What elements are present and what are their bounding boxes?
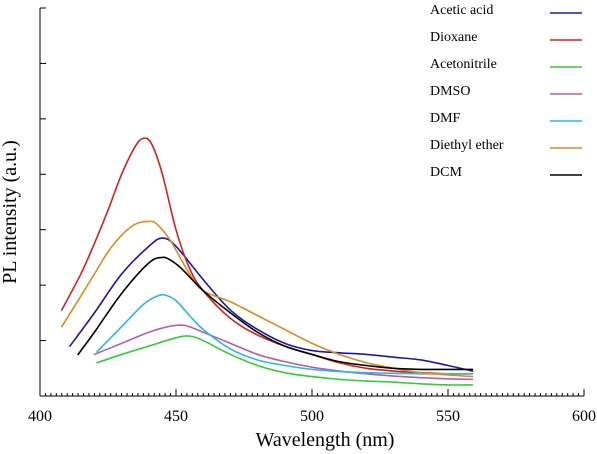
legend-label-dmf: DMF — [430, 111, 461, 126]
legend-label-dcm: DCM — [430, 165, 462, 180]
x-tick-label: 400 — [28, 408, 52, 425]
series-group — [60, 137, 474, 386]
x-axis-ticks: 400 450 500 550 600 — [28, 389, 596, 425]
x-tick-label: 500 — [300, 408, 324, 425]
legend-label-acetonitrile: Acetonitrile — [430, 57, 497, 72]
series-line-dcm — [77, 256, 474, 371]
legend-label-diethyl-ether: Diethyl ether — [430, 138, 504, 153]
x-tick-label: 550 — [436, 408, 460, 425]
x-tick-label: 450 — [164, 408, 188, 425]
legend-label-dmso: DMSO — [430, 84, 470, 99]
legend-label-dioxane: Dioxane — [430, 30, 477, 45]
legend: Acetic acid Dioxane Acetonitrile DMSO DMF Die… — [430, 3, 582, 180]
series-line-acetonitrile — [96, 335, 474, 386]
y-axis-title: PL intensity (a.u.) — [0, 140, 21, 284]
legend-label-acetic-acid: Acetic acid — [430, 3, 493, 18]
series-line-dmso — [93, 324, 474, 381]
series-line-dmf — [96, 293, 474, 375]
x-tick-label: 600 — [572, 408, 596, 425]
x-axis-title: Wavelength (nm) — [256, 429, 395, 451]
series-line-dioxane — [60, 137, 474, 375]
series-line-acetic-acid — [69, 237, 474, 372]
axes — [39, 7, 584, 397]
